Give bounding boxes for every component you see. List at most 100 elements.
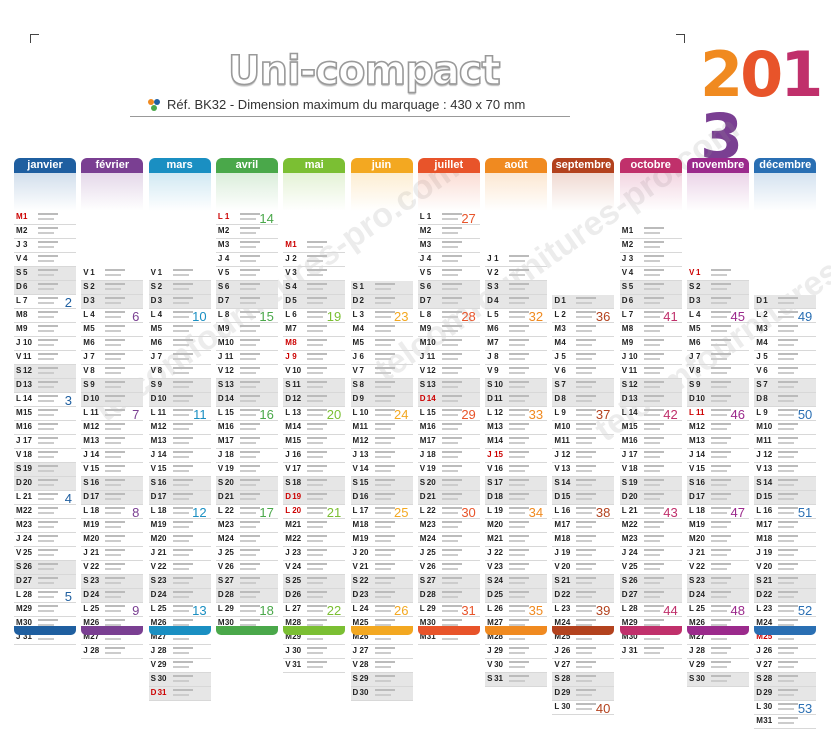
saint-name-line	[509, 437, 530, 439]
saint-name-line	[778, 582, 795, 584]
day-row: V 15	[687, 463, 749, 477]
saint-name-line	[172, 451, 193, 453]
saint-name-line	[307, 409, 328, 411]
saint-name-line	[441, 596, 458, 598]
weekday-letter: M	[419, 618, 427, 627]
day-row: M 12	[148, 421, 211, 435]
day-number: 21	[561, 576, 571, 585]
product-title: Uni-compact	[227, 47, 501, 95]
saint-name-line	[38, 302, 54, 304]
day-row: V 27	[754, 659, 817, 673]
saint-name-line	[711, 395, 731, 397]
saint-name-line	[239, 339, 260, 341]
day-number: 22	[628, 520, 638, 529]
weekday-letter: S	[419, 478, 426, 487]
saint-name-line	[105, 526, 122, 528]
weekday-letter: J	[352, 352, 357, 361]
saint-name-line	[239, 535, 260, 537]
saint-name-line	[172, 409, 193, 411]
day-row: D 15	[754, 491, 817, 505]
weekday-letter: D	[487, 590, 493, 599]
weekday-letter: L	[419, 212, 425, 221]
weekday-letter: M	[285, 422, 292, 431]
saint-name-line	[778, 549, 799, 551]
day-row: V 25	[14, 547, 76, 561]
weekday-letter: L	[16, 492, 21, 501]
weekday-letter: J	[285, 254, 290, 263]
day-row: V 14	[350, 463, 413, 477]
day-number: 15	[628, 422, 638, 431]
saint-name-line	[643, 456, 660, 458]
saint-name-line	[239, 479, 260, 481]
saint-name-line	[172, 339, 193, 341]
saint-name-line	[38, 619, 58, 621]
day-row: L 28 5	[14, 589, 76, 604]
weekday-letter: L	[16, 590, 21, 599]
saint-name-line	[441, 409, 462, 411]
month-footer-bar	[283, 626, 346, 635]
day-row: V 15	[148, 463, 211, 477]
saint-name-line	[105, 465, 126, 467]
saint-name-line	[172, 568, 189, 570]
day-row: L 12 33	[485, 407, 548, 422]
day-number: 10	[157, 394, 167, 403]
saint-name-line	[441, 456, 458, 458]
day-number: 10	[23, 338, 32, 347]
saint-name-line	[711, 316, 727, 318]
day-number: 18	[561, 534, 571, 543]
day-row: J 12	[754, 449, 817, 463]
weekday-letter: D	[217, 492, 224, 501]
weekday-letter: D	[352, 394, 359, 403]
weekday-letter: D	[217, 394, 224, 403]
saint-name-line	[105, 549, 126, 551]
day-row: M 16	[215, 421, 278, 435]
day-number: 6	[628, 296, 634, 305]
day-number: 30	[494, 660, 503, 669]
weekday-letter: M	[419, 338, 427, 347]
saint-name-line	[172, 521, 193, 523]
saint-name-line	[576, 400, 593, 402]
saint-name-line	[643, 437, 664, 439]
day-row: S 15	[350, 477, 413, 491]
day-row: J 25	[215, 547, 278, 561]
day-row: S 19	[619, 477, 682, 491]
saint-name-line	[778, 708, 795, 710]
day-number: 5	[628, 282, 634, 291]
saint-name-line	[172, 288, 189, 290]
saint-name-line	[172, 680, 189, 682]
week-number: 23	[394, 309, 409, 324]
day-number: 12	[157, 422, 167, 431]
saint-name-line	[105, 456, 122, 458]
day-number: 31	[157, 688, 167, 697]
saint-name-line	[172, 283, 193, 285]
saint-name-line	[172, 423, 193, 425]
saint-name-line	[643, 442, 660, 444]
day-number: 28	[157, 646, 167, 655]
saint-name-line	[239, 297, 260, 299]
weekday-letter: S	[83, 380, 89, 389]
saint-name-line	[105, 283, 126, 285]
saint-name-line	[441, 246, 458, 248]
weekday-letter: L	[150, 506, 156, 515]
day-row: S 30	[687, 673, 749, 687]
weekday-letter: M	[689, 436, 696, 445]
saint-name-line	[307, 302, 324, 304]
weekday-letter: S	[150, 478, 156, 487]
day-row: D 28	[417, 589, 480, 603]
weekday-letter: D	[554, 492, 561, 501]
day-number: 9	[628, 338, 634, 347]
saint-name-line	[643, 330, 660, 332]
weekday-letter: S	[756, 380, 762, 389]
saint-name-line	[441, 484, 458, 486]
saint-name-line	[307, 241, 328, 243]
day-number: 21	[292, 520, 302, 529]
day-number: 31	[628, 646, 638, 655]
day-number: 27	[292, 604, 302, 613]
saint-name-line	[441, 493, 462, 495]
saint-name-line	[38, 498, 54, 500]
day-number: 30	[763, 702, 773, 711]
day-row: M 24	[215, 533, 278, 547]
saint-name-line	[105, 577, 126, 579]
day-number: 27	[561, 660, 571, 669]
weekday-letter: V	[16, 450, 22, 459]
